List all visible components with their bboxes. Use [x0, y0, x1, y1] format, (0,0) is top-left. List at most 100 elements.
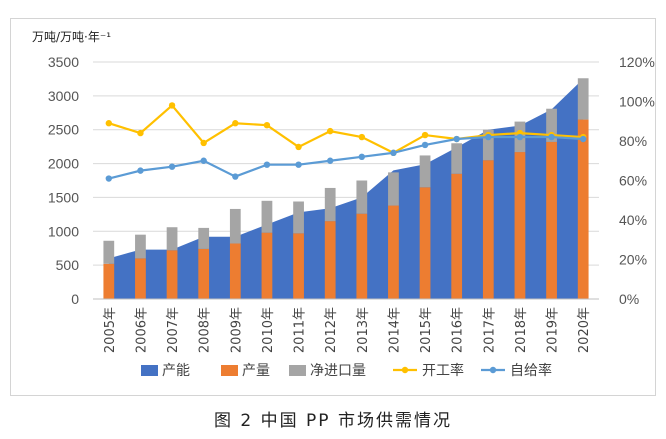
production-bar — [135, 258, 146, 299]
legend-label: 自给率 — [510, 362, 552, 379]
chart-frame: 0 500 1000 1500 2000 2500 3000 3500 0% 20% 40% 60% 8… — [10, 18, 656, 396]
production-bar — [482, 160, 494, 299]
net-import-bar — [135, 234, 146, 259]
axes-group: 0 500 1000 1500 2000 2500 3000 3500 0% 20% 40% 60% 8… — [48, 54, 655, 353]
utilization-point — [421, 131, 429, 139]
production-bar — [388, 205, 399, 299]
legend-swatch — [141, 365, 158, 376]
x-tick-label: 2010年 — [261, 307, 276, 353]
self-sufficiency-line — [108, 135, 584, 180]
net-import-bar — [166, 227, 178, 251]
x-tick-label: 2007年 — [166, 307, 181, 353]
utilization-point — [358, 133, 366, 141]
net-import-bar — [293, 201, 304, 234]
right-tick-label: 0% — [619, 291, 639, 307]
production-bar — [356, 213, 368, 299]
production-bar — [324, 221, 336, 299]
x-tick-label: 2019年 — [546, 307, 561, 353]
capacity-area — [108, 78, 584, 299]
right-tick-label: 40% — [619, 212, 647, 228]
x-tick-label: 2017年 — [482, 307, 497, 353]
utilization-point — [295, 143, 302, 151]
left-tick-label: 0 — [71, 291, 79, 307]
self-sufficiency-point — [295, 161, 302, 168]
production-bar — [261, 232, 273, 299]
x-tick-label: 2009年 — [229, 307, 244, 353]
net-import-bar — [388, 172, 399, 206]
production-bar — [103, 263, 115, 299]
net-import-bar — [229, 208, 241, 244]
production-bar — [546, 141, 557, 299]
utilization-point — [326, 127, 334, 135]
x-tick-label: 2005年 — [103, 307, 118, 353]
net-import-bar — [261, 200, 273, 233]
self-sufficiency-point — [516, 133, 524, 141]
x-tick-label: 2014年 — [387, 307, 402, 353]
utilization-point — [168, 102, 176, 109]
net-import-bar — [198, 227, 210, 249]
left-tick-label: 2500 — [48, 122, 79, 138]
left-tick-label: 2000 — [48, 156, 79, 172]
unit-label: 万吨/万吨·年⁻¹ — [32, 30, 111, 44]
production-bar — [577, 119, 589, 299]
self-sufficiency-point — [453, 135, 460, 143]
x-tick-label: 2012年 — [324, 307, 339, 353]
production-bar — [293, 233, 304, 299]
production-bar — [166, 250, 178, 299]
utilization-point — [200, 139, 207, 147]
production-bar — [514, 152, 526, 299]
self-sufficiency-point — [137, 167, 144, 174]
self-sufficiency-point — [326, 157, 334, 164]
utilization-point — [105, 120, 113, 127]
production-bar — [451, 173, 463, 299]
legend-swatch — [221, 365, 238, 376]
self-sufficiency-point — [390, 149, 397, 157]
x-tick-label: 2018年 — [514, 307, 529, 353]
net-import-bar — [482, 129, 494, 161]
self-sufficiency-point — [421, 141, 429, 149]
production-bar — [419, 187, 431, 299]
left-tick-label: 1500 — [48, 189, 79, 205]
capacity-area-shape — [108, 78, 584, 299]
chart-svg: 0 500 1000 1500 2000 2500 3000 3500 0% 20% 40% 60% 8… — [32, 30, 655, 379]
x-tick-label: 2008年 — [198, 307, 213, 353]
legend-label: 开工率 — [422, 362, 464, 379]
right-tick-label: 80% — [619, 133, 647, 149]
net-import-bar — [356, 180, 368, 214]
legend-swatch — [289, 365, 306, 376]
bars-group — [103, 78, 589, 299]
self-sufficiency-point — [232, 173, 239, 180]
x-tick-label: 2013年 — [356, 307, 371, 353]
right-tick-label: 20% — [619, 252, 647, 268]
right-tick-label: 120% — [619, 54, 655, 70]
left-tick-label: 1000 — [48, 223, 79, 239]
self-sufficiency-point — [485, 133, 492, 141]
utilization-point — [263, 122, 271, 129]
legend-marker — [401, 366, 409, 374]
net-import-bar — [324, 187, 336, 222]
figure-caption: 图 2 中国 PP 市场供需情况 — [214, 411, 452, 431]
utilization-point — [137, 129, 144, 137]
legend-label: 产量 — [242, 363, 270, 379]
legend-label: 净进口量 — [310, 363, 366, 379]
left-tick-label: 3000 — [48, 88, 79, 104]
left-tick-label: 500 — [56, 257, 80, 273]
x-tick-label: 2011年 — [293, 307, 308, 353]
left-tick-label: 3500 — [48, 54, 79, 70]
production-bar — [229, 243, 241, 299]
right-tick-label: 100% — [619, 94, 655, 110]
net-import-bar — [577, 78, 589, 120]
self-sufficiency-point — [105, 175, 113, 182]
self-sufficiency-point — [200, 157, 207, 164]
lines-group — [105, 102, 587, 182]
x-tick-label: 2020年 — [577, 307, 592, 353]
utilization-point — [232, 120, 239, 127]
net-import-bar — [546, 108, 557, 142]
self-sufficiency-point — [263, 161, 271, 168]
utilization-line — [108, 103, 584, 155]
self-sufficiency-point — [168, 163, 176, 170]
self-sufficiency-point — [358, 153, 366, 160]
self-sufficiency-point — [579, 135, 587, 143]
right-tick-label: 60% — [619, 173, 647, 189]
x-tick-label: 2006年 — [134, 307, 149, 353]
